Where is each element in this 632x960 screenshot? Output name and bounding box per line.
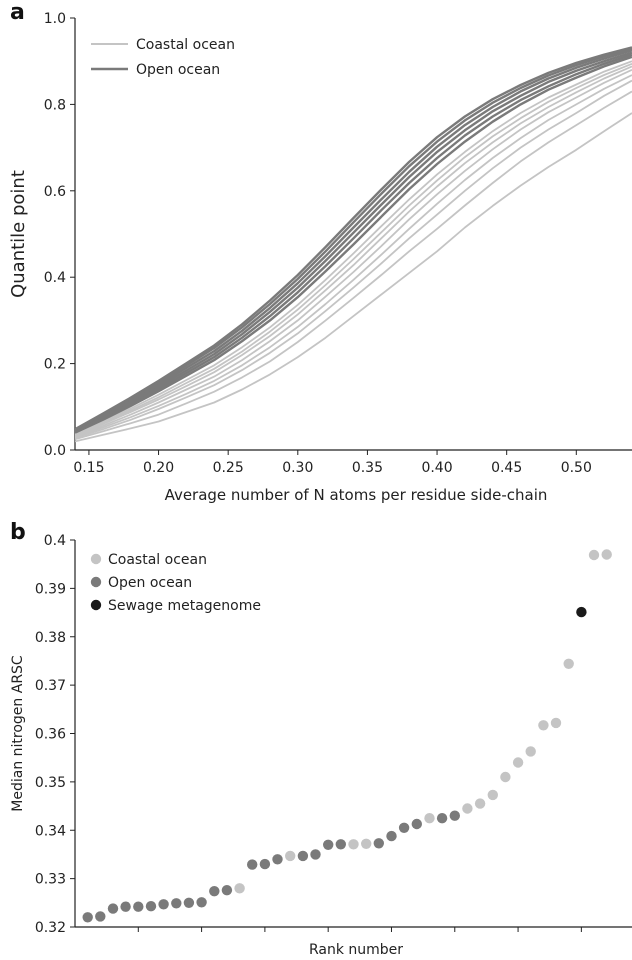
coastal-ocean-line: [75, 60, 632, 435]
data-point-open-ocean: [297, 850, 309, 862]
data-point-coastal-ocean: [424, 813, 435, 824]
data-point-coastal-ocean: [525, 746, 536, 757]
legend-marker-coastal-ocean: [90, 553, 102, 565]
y-tick-label: 1.0: [44, 11, 66, 27]
y-axis-label: Quantile point: [8, 170, 29, 298]
x-axis-label: Rank number: [309, 942, 403, 958]
data-point-open-ocean: [259, 858, 271, 870]
data-point-coastal-ocean: [474, 798, 486, 809]
data-point-open-ocean: [247, 859, 258, 870]
data-point-open-ocean: [323, 839, 334, 850]
data-point-coastal-ocean: [348, 839, 359, 850]
data-point-open-ocean: [209, 886, 220, 897]
data-point-coastal-ocean: [601, 549, 612, 560]
legend-label-coastal-ocean: Coastal ocean: [108, 552, 207, 568]
panel-a-letter: a: [10, 0, 25, 25]
x-axis-label: Average number of N atoms per residue si…: [165, 486, 548, 504]
coastal-ocean-line: [75, 90, 632, 441]
legend-marker-sewage-metagenome: [90, 599, 102, 611]
series-lines-group: [75, 46, 632, 443]
y-axis-label: Median nitrogen ARSC: [10, 655, 26, 812]
y-tick-label: 0.0: [44, 443, 66, 459]
data-point-open-ocean: [373, 838, 384, 849]
data-point-open-ocean: [436, 813, 448, 824]
x-tick-label: 0.40: [421, 460, 452, 476]
legend-label-open: Open ocean: [136, 62, 220, 78]
data-point-coastal-ocean: [588, 549, 600, 561]
x-tick-label: 0.35: [352, 460, 383, 476]
x-tick-label: 0.45: [491, 460, 522, 476]
panel-b-scatter-chart: 0.32 0.33 0.34 0.35 0.36 0.37 0.38 0.39 0.4 Rank …: [10, 533, 632, 958]
data-point-coastal-ocean: [563, 658, 574, 669]
data-point-open-ocean: [120, 901, 131, 912]
coastal-ocean-line: [75, 62, 632, 436]
y-tick-label: 0.39: [35, 581, 66, 597]
y-tick-label: 0.33: [35, 872, 66, 888]
y-tick-label: 0.4: [44, 270, 66, 286]
y-tick-label: 0.32: [35, 920, 66, 936]
data-point-open-ocean: [449, 810, 460, 821]
data-point-open-ocean: [272, 854, 283, 865]
data-point-open-ocean: [411, 818, 422, 830]
coastal-ocean-line: [75, 68, 632, 438]
data-point-open-ocean: [133, 901, 144, 912]
data-point-coastal-ocean: [487, 789, 498, 801]
data-point-coastal-ocean: [234, 883, 245, 894]
open-ocean-line: [75, 49, 632, 432]
coastal-ocean-line: [75, 79, 632, 439]
data-point-open-ocean: [145, 901, 157, 912]
data-point-open-ocean: [82, 912, 93, 923]
panel-b-letter: b: [10, 520, 26, 545]
data-point-coastal-ocean: [285, 850, 296, 862]
data-point-open-ocean: [335, 839, 346, 850]
data-point-open-ocean: [158, 899, 169, 910]
legend-label-open-ocean: Open ocean: [108, 575, 192, 591]
open-ocean-line: [75, 51, 632, 433]
data-point-coastal-ocean: [550, 717, 562, 729]
y-tick-label: 0.6: [44, 184, 66, 200]
y-tick-label: 0.38: [35, 630, 66, 646]
data-point-open-ocean: [95, 911, 106, 922]
data-point-open-ocean: [183, 897, 195, 908]
coastal-ocean-line: [75, 112, 632, 443]
data-point-open-ocean: [107, 903, 119, 914]
legend-marker-open-ocean: [90, 576, 102, 588]
x-tick-label: 0.15: [73, 460, 104, 476]
data-point-open-ocean: [171, 898, 182, 909]
data-point-open-ocean: [386, 830, 397, 842]
data-point-open-ocean: [196, 897, 207, 908]
x-tick-label: 0.25: [213, 460, 244, 476]
x-tick-label: 0.50: [561, 460, 592, 476]
data-point-coastal-ocean: [462, 803, 473, 814]
legend-label-sewage-metagenome: Sewage metagenome: [108, 598, 261, 614]
y-tick-label: 0.36: [35, 727, 66, 743]
y-tick-label: 0.4: [44, 533, 66, 549]
y-tick-label: 0.37: [35, 678, 66, 694]
coastal-ocean-line: [75, 65, 632, 437]
data-point-open-ocean: [310, 849, 321, 860]
y-tick-label: 0.8: [44, 97, 66, 113]
data-point-sewage-metagenome: [576, 606, 587, 618]
data-point-coastal-ocean: [512, 757, 524, 768]
x-tick-label: 0.20: [143, 460, 174, 476]
data-point-coastal-ocean: [500, 771, 511, 783]
data-point-coastal-ocean: [361, 838, 372, 849]
data-point-open-ocean: [398, 822, 410, 833]
open-ocean-line: [75, 47, 632, 431]
x-tick-label: 0.30: [282, 460, 313, 476]
data-point-coastal-ocean: [538, 720, 549, 731]
open-ocean-line: [75, 53, 632, 433]
open-ocean-line: [75, 55, 632, 434]
legend-label-coastal: Coastal ocean: [136, 37, 235, 53]
y-tick-label: 0.2: [44, 357, 66, 373]
panel-a-line-chart: 0.0 0.2 0.4 0.6 0.8 1.0 0.15 0.20 0.25 0.30 0.35 0.…: [8, 11, 632, 504]
y-tick-label: 0.35: [35, 775, 66, 791]
y-tick-label: 0.34: [35, 823, 66, 839]
data-point-open-ocean: [221, 885, 233, 896]
open-ocean-line: [75, 46, 632, 431]
coastal-ocean-line: [75, 74, 632, 438]
